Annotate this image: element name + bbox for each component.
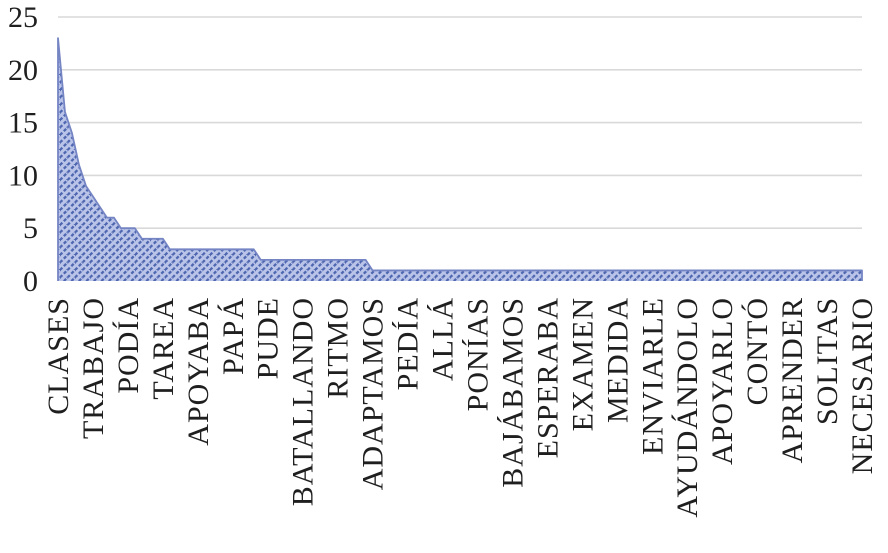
- x-category-label: BAJÁBAMOS: [496, 297, 529, 488]
- area-series-border: [57, 37, 863, 281]
- y-tick-label: 5: [23, 212, 38, 245]
- x-category-label: TAREA: [147, 297, 180, 400]
- x-category-label: NECESARIO: [846, 297, 879, 474]
- x-category-label: BATALLANDO: [287, 297, 320, 506]
- x-category-label: PAPÁ: [217, 297, 250, 375]
- x-category-label: PEDÍA: [392, 297, 425, 390]
- x-category-label: MEDIDA: [601, 297, 634, 423]
- x-category-label: ALLÁ: [427, 297, 460, 381]
- y-tick-label: 20: [8, 54, 38, 87]
- x-category-label: ENVIARLE: [636, 297, 669, 455]
- x-category-label: PODÍA: [112, 297, 145, 394]
- x-category-label: APOYABA: [182, 297, 215, 446]
- x-category-label: PONÍAS: [462, 297, 495, 411]
- x-category-label: EXAMEN: [566, 297, 599, 431]
- x-category-label: RITMO: [322, 297, 355, 399]
- y-tick-label: 25: [8, 1, 38, 34]
- x-category-label: CONTÓ: [741, 297, 774, 405]
- y-tick-label: 15: [8, 107, 38, 140]
- x-category-label: ADAPTAMOS: [357, 297, 390, 490]
- gridlines: [58, 16, 862, 229]
- x-category-label: SOLITAS: [811, 297, 844, 425]
- y-tick-label: 0: [23, 265, 38, 298]
- x-category-label: AYUDÁNDOLO: [671, 297, 704, 518]
- y-axis-labels: 0 5 10 15 20 25: [8, 1, 38, 298]
- area-series-fill: [58, 38, 862, 282]
- x-category-label: ESPERABA: [531, 297, 564, 458]
- x-axis-labels: CLASES TRABAJO PODÍA TAREA APOYABA PAPÁ PUDE BA…: [42, 297, 879, 518]
- x-category-label: PUDE: [252, 297, 285, 379]
- x-category-label: TRABAJO: [77, 297, 110, 439]
- y-tick-label: 10: [8, 159, 38, 192]
- x-category-label: APRENDER: [776, 297, 809, 463]
- x-category-label: CLASES: [42, 297, 75, 415]
- x-category-label: APOYARLO: [706, 297, 739, 465]
